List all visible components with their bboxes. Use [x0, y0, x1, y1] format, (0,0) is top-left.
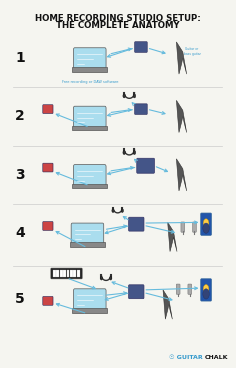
- Text: 5: 5: [15, 292, 25, 306]
- Circle shape: [123, 94, 126, 98]
- Bar: [77, 270, 80, 277]
- Circle shape: [133, 151, 136, 155]
- Circle shape: [100, 276, 103, 280]
- FancyBboxPatch shape: [129, 285, 144, 299]
- FancyBboxPatch shape: [71, 223, 104, 244]
- Circle shape: [133, 94, 136, 98]
- Text: 4: 4: [15, 226, 25, 240]
- Bar: [72, 308, 107, 312]
- Text: CHALK: CHALK: [205, 355, 228, 360]
- Bar: [73, 270, 76, 277]
- Text: 2: 2: [15, 109, 25, 123]
- Polygon shape: [168, 222, 177, 252]
- FancyBboxPatch shape: [176, 284, 180, 294]
- Polygon shape: [163, 290, 172, 319]
- FancyBboxPatch shape: [201, 213, 211, 235]
- Bar: [72, 184, 107, 188]
- Circle shape: [203, 219, 209, 227]
- FancyBboxPatch shape: [43, 163, 53, 172]
- FancyBboxPatch shape: [137, 158, 154, 173]
- Text: Guitar or
bass guitar: Guitar or bass guitar: [184, 47, 201, 56]
- Text: 3: 3: [15, 168, 25, 182]
- FancyBboxPatch shape: [43, 222, 53, 230]
- FancyBboxPatch shape: [51, 268, 82, 279]
- Bar: [63, 270, 66, 277]
- FancyBboxPatch shape: [43, 105, 53, 113]
- FancyBboxPatch shape: [73, 289, 106, 310]
- FancyBboxPatch shape: [193, 222, 196, 232]
- Bar: [70, 270, 73, 277]
- Circle shape: [203, 289, 209, 299]
- Circle shape: [121, 209, 123, 212]
- FancyBboxPatch shape: [135, 104, 147, 114]
- Bar: [53, 270, 55, 277]
- Text: HOME RECORDING STUDIO SETUP:: HOME RECORDING STUDIO SETUP:: [35, 14, 201, 23]
- FancyBboxPatch shape: [201, 279, 211, 301]
- Circle shape: [110, 276, 112, 280]
- Circle shape: [203, 223, 209, 233]
- Bar: [59, 270, 63, 277]
- FancyBboxPatch shape: [181, 222, 185, 232]
- Bar: [72, 67, 107, 71]
- Bar: [67, 270, 69, 277]
- Text: Free recording or DAW software: Free recording or DAW software: [62, 80, 118, 84]
- FancyBboxPatch shape: [135, 42, 147, 52]
- Circle shape: [203, 284, 209, 293]
- Circle shape: [123, 151, 126, 155]
- FancyBboxPatch shape: [73, 164, 106, 186]
- Text: 1: 1: [15, 51, 25, 65]
- Bar: [56, 270, 59, 277]
- Polygon shape: [176, 42, 187, 74]
- FancyBboxPatch shape: [188, 284, 192, 294]
- Text: THE COMPLETE ANATOMY: THE COMPLETE ANATOMY: [56, 21, 180, 31]
- Bar: [72, 125, 107, 130]
- FancyBboxPatch shape: [73, 106, 106, 127]
- Polygon shape: [176, 100, 187, 132]
- FancyBboxPatch shape: [73, 48, 106, 69]
- Bar: [70, 243, 105, 247]
- Polygon shape: [176, 159, 187, 191]
- FancyBboxPatch shape: [43, 297, 53, 305]
- Circle shape: [112, 209, 114, 212]
- FancyBboxPatch shape: [129, 217, 144, 231]
- Text: ☉ GUITAR: ☉ GUITAR: [169, 355, 202, 360]
